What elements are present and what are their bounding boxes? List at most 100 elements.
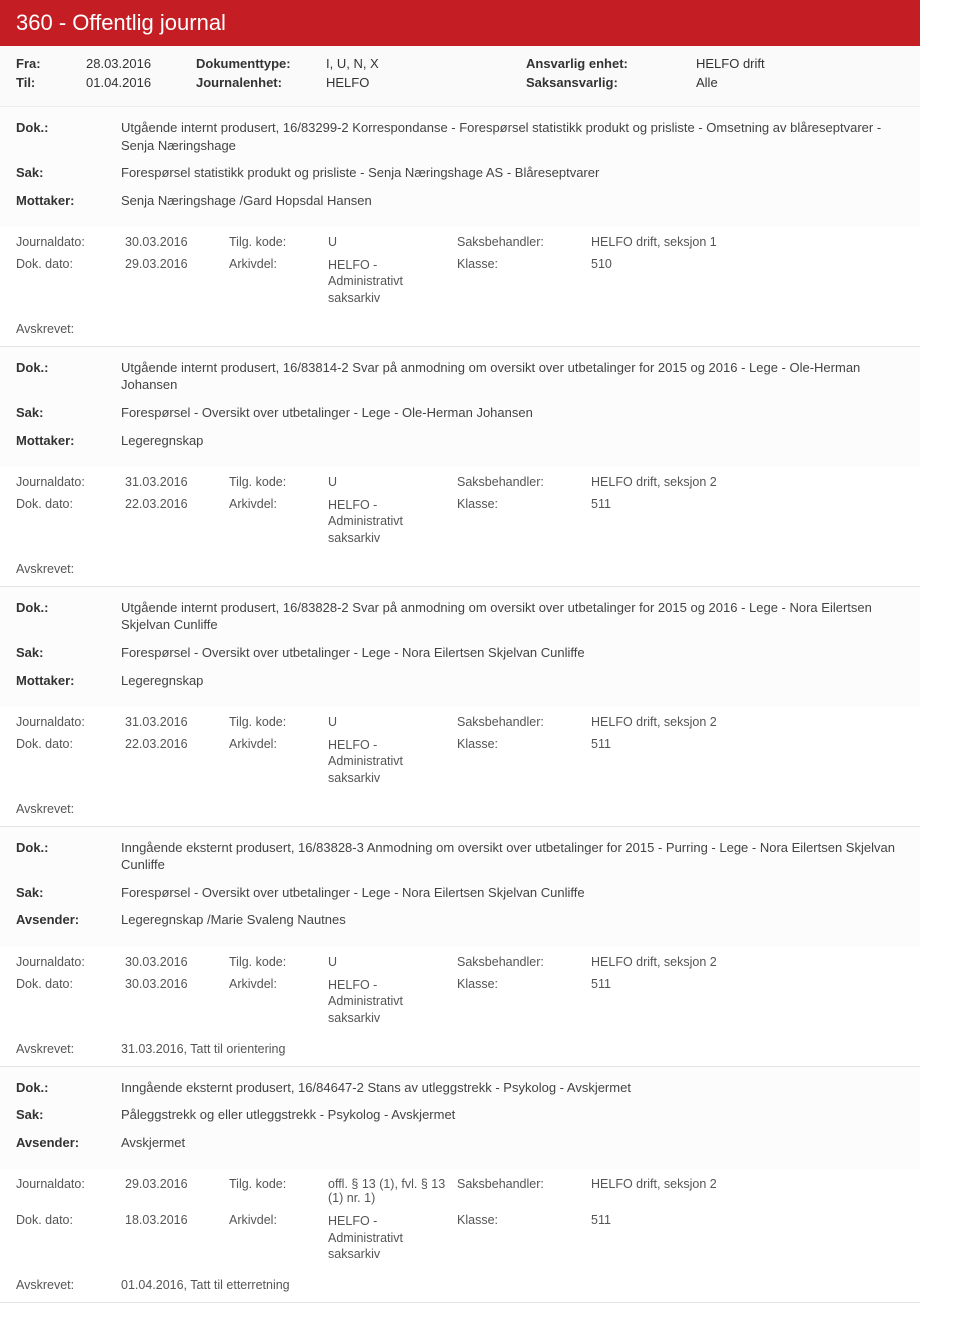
party-value: Avskjermet [121,1134,904,1152]
klasse-label: Klasse: [457,497,587,511]
dokdato-label: Dok. dato: [16,737,121,751]
dok-label: Dok.: [16,599,121,634]
entries-list: Dok.: Utgående internt produsert, 16/832… [0,107,920,1303]
avskrevet-value: 01.04.2016, Tatt til etterretning [121,1278,290,1292]
sak-label: Sak: [16,644,121,662]
arkivdel-value: HELFO - Administrativt saksarkiv [328,737,453,786]
avskrevet-value: 31.03.2016, Tatt til orientering [121,1042,285,1056]
dokdato-value: 22.03.2016 [125,497,225,511]
ansvenhet-label: Ansvarlig enhet: [526,56,696,71]
sak-value: Forespørsel - Oversikt over utbetalinger… [121,644,904,662]
klasse-value: 511 [591,1213,904,1227]
party-value: Legeregnskap /Marie Svaleng Nautnes [121,911,904,929]
party-label: Mottaker: [16,192,121,210]
dok-value: Inngående eksternt produsert, 16/84647-2… [121,1079,904,1097]
journaldato-value: 31.03.2016 [125,475,225,489]
dokdato-label: Dok. dato: [16,497,121,511]
klasse-label: Klasse: [457,737,587,751]
arkivdel-value: HELFO - Administrativt saksarkiv [328,977,453,1026]
dokdato-value: 18.03.2016 [125,1213,225,1227]
saksbehandler-value: HELFO drift, seksjon 2 [591,475,904,489]
arkivdel-label: Arkivdel: [229,737,324,751]
tilgkode-value: U [328,715,453,729]
dokdato-value: 29.03.2016 [125,257,225,271]
sak-value: Forespørsel statistikk produkt og prisli… [121,164,904,182]
tilgkode-value: U [328,235,453,249]
dok-label: Dok.: [16,1079,121,1097]
arkivdel-label: Arkivdel: [229,1213,324,1227]
dok-label: Dok.: [16,359,121,394]
dok-value: Utgående internt produsert, 16/83299-2 K… [121,119,904,154]
tilgkode-value: U [328,475,453,489]
arkivdel-label: Arkivdel: [229,497,324,511]
journaldato-label: Journaldato: [16,1177,121,1191]
sak-value: Påleggstrekk og eller utleggstrekk - Psy… [121,1106,904,1124]
klasse-label: Klasse: [457,977,587,991]
sak-value: Forespørsel - Oversikt over utbetalinger… [121,884,904,902]
saksbehandler-value: HELFO drift, seksjon 1 [591,235,904,249]
saksbehandler-value: HELFO drift, seksjon 2 [591,1177,904,1191]
journaldato-label: Journaldato: [16,475,121,489]
klasse-label: Klasse: [457,257,587,271]
arkivdel-value: HELFO - Administrativt saksarkiv [328,497,453,546]
dokdato-label: Dok. dato: [16,977,121,991]
tilgkode-value: U [328,955,453,969]
journal-page: 360 - Offentlig journal Fra: 28.03.2016 … [0,0,920,1303]
jenhet-label: Journalenhet: [196,75,326,90]
til-label: Til: [16,75,86,90]
dok-label: Dok.: [16,119,121,154]
party-value: Legeregnskap [121,672,904,690]
journaldato-label: Journaldato: [16,955,121,969]
klasse-value: 511 [591,497,904,511]
arkivdel-value: HELFO - Administrativt saksarkiv [328,1213,453,1262]
saksansv-value: Alle [696,75,718,90]
journaldato-value: 30.03.2016 [125,235,225,249]
avskrevet-label: Avskrevet: [16,1042,121,1056]
journal-entry: Dok.: Utgående internt produsert, 16/838… [0,347,920,587]
fra-label: Fra: [16,56,86,71]
saksbehandler-label: Saksbehandler: [457,715,587,729]
doktype-label: Dokumenttype: [196,56,326,71]
journaldato-value: 30.03.2016 [125,955,225,969]
klasse-value: 510 [591,257,904,271]
tilgkode-label: Tilg. kode: [229,715,324,729]
klasse-value: 511 [591,737,904,751]
dokdato-value: 22.03.2016 [125,737,225,751]
doktype-value: I, U, N, X [326,56,526,71]
avskrevet-label: Avskrevet: [16,322,121,336]
dokdato-label: Dok. dato: [16,1213,121,1227]
page-title: 360 - Offentlig journal [0,0,920,46]
saksansv-label: Saksansvarlig: [526,75,696,90]
saksbehandler-label: Saksbehandler: [457,955,587,969]
dokdato-label: Dok. dato: [16,257,121,271]
journaldato-label: Journaldato: [16,235,121,249]
saksbehandler-label: Saksbehandler: [457,1177,587,1191]
saksbehandler-value: HELFO drift, seksjon 2 [591,715,904,729]
arkivdel-value: HELFO - Administrativt saksarkiv [328,257,453,306]
ansvenhet-value: HELFO drift [696,56,765,71]
party-label: Mottaker: [16,432,121,450]
arkivdel-label: Arkivdel: [229,977,324,991]
avskrevet-label: Avskrevet: [16,1278,121,1292]
dok-value: Utgående internt produsert, 16/83814-2 S… [121,359,904,394]
journal-entry: Dok.: Utgående internt produsert, 16/832… [0,107,920,347]
saksbehandler-label: Saksbehandler: [457,475,587,489]
klasse-value: 511 [591,977,904,991]
journal-entry: Dok.: Utgående internt produsert, 16/838… [0,587,920,827]
sak-label: Sak: [16,884,121,902]
dok-label: Dok.: [16,839,121,874]
dokdato-value: 30.03.2016 [125,977,225,991]
party-value: Legeregnskap [121,432,904,450]
saksbehandler-value: HELFO drift, seksjon 2 [591,955,904,969]
klasse-label: Klasse: [457,1213,587,1227]
party-value: Senja Næringshage /Gard Hopsdal Hansen [121,192,904,210]
tilgkode-label: Tilg. kode: [229,1177,324,1191]
dok-value: Inngående eksternt produsert, 16/83828-3… [121,839,904,874]
journaldato-value: 31.03.2016 [125,715,225,729]
tilgkode-label: Tilg. kode: [229,955,324,969]
journal-entry: Dok.: Inngående eksternt produsert, 16/8… [0,1067,920,1303]
tilgkode-label: Tilg. kode: [229,475,324,489]
journaldato-value: 29.03.2016 [125,1177,225,1191]
sak-label: Sak: [16,164,121,182]
arkivdel-label: Arkivdel: [229,257,324,271]
